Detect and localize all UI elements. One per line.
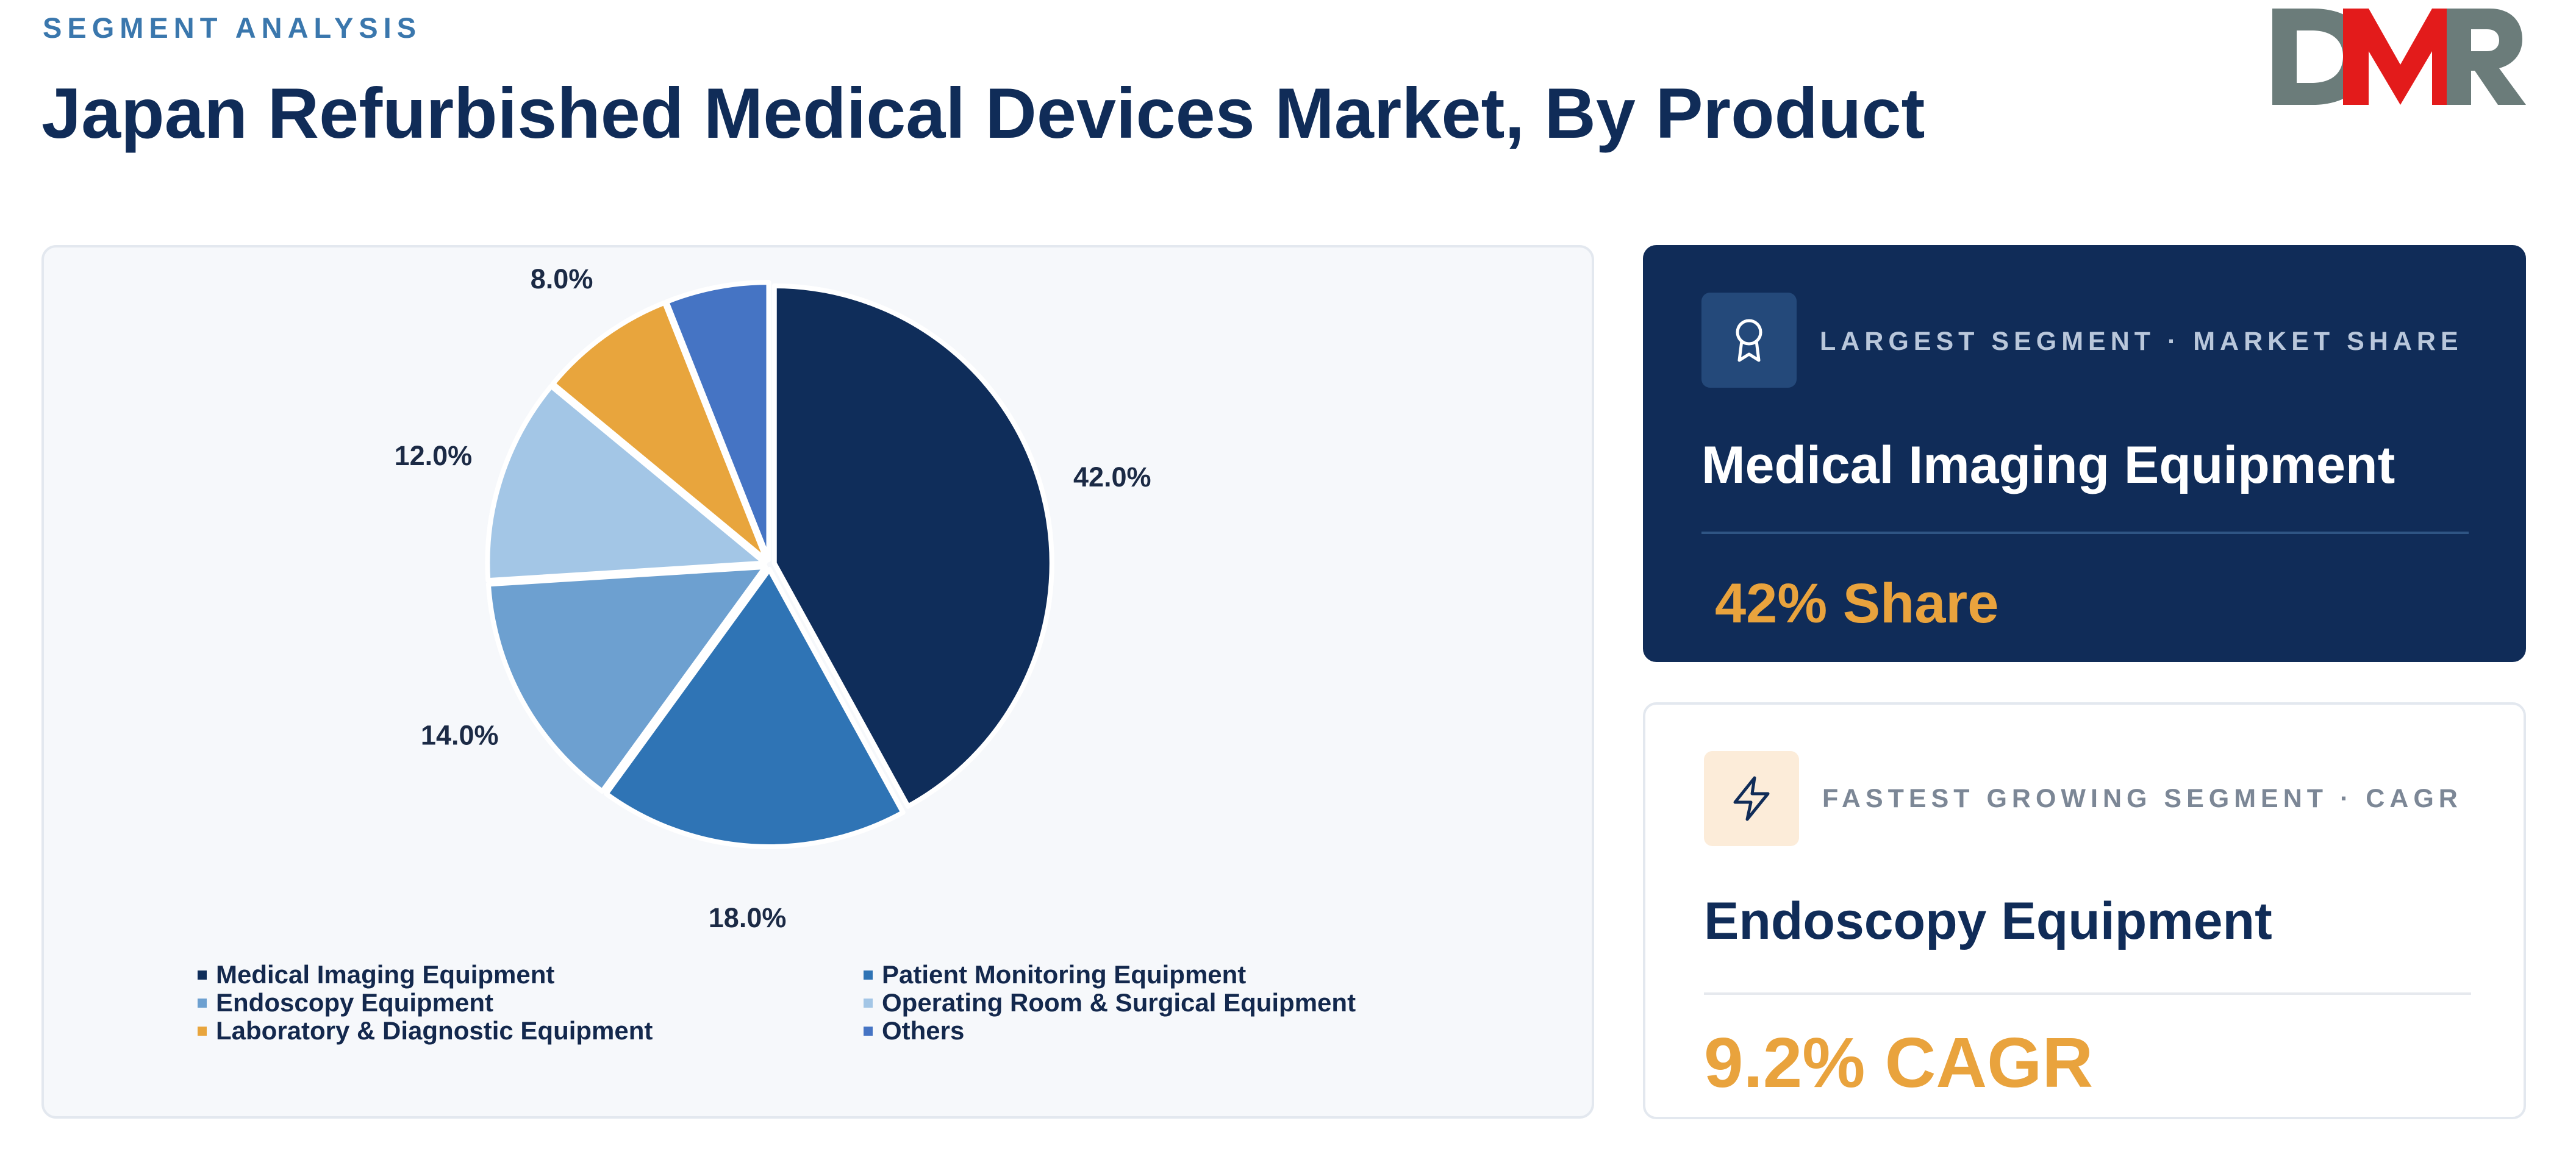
legend-item: Others — [864, 1016, 1473, 1045]
legend-label: Endoscopy Equipment — [216, 988, 494, 1017]
lightning-badge — [1704, 751, 1799, 846]
dmr-logo — [2272, 9, 2526, 105]
card-divider — [1704, 992, 2471, 995]
pie-slice-3 — [485, 383, 768, 583]
largest-segment-card: LARGEST SEGMENT · MARKET SHARE Medical I… — [1643, 245, 2526, 662]
pie-label-2: 14.0% — [421, 719, 499, 750]
largest-segment-label: LARGEST SEGMENT · MARKET SHARE — [1820, 327, 2463, 356]
pie-slice-5 — [664, 280, 771, 563]
pie-label-1: 18.0% — [709, 902, 787, 933]
pie-slice-0 — [771, 283, 1054, 809]
largest-segment-name: Medical Imaging Equipment — [1701, 436, 2395, 494]
legend-item: Medical Imaging Equipment — [198, 960, 864, 989]
largest-segment-value: 42% Share — [1715, 572, 1999, 635]
fastest-segment-label: FASTEST GROWING SEGMENT · CAGR — [1822, 784, 2463, 813]
legend-swatch — [198, 998, 207, 1008]
pie-slice-4 — [550, 300, 770, 563]
chart-legend: Medical Imaging Equipment Patient Monitor… — [198, 960, 1478, 1045]
pie-label-4: 8.0% — [531, 263, 593, 294]
section-eyebrow: SEGMENT ANALYSIS — [43, 12, 422, 44]
legend-swatch — [864, 970, 873, 980]
chart-panel: 42.0%18.0%14.0%12.0%8.0%6.0% Medical Ima… — [41, 245, 1594, 1119]
pie-label-0: 42.0% — [1073, 461, 1151, 493]
legend-item: Operating Room & Surgical Equipment — [864, 988, 1473, 1017]
pie-chart: 42.0%18.0%14.0%12.0%8.0%6.0% — [395, 263, 1151, 933]
fastest-segment-name: Endoscopy Equipment — [1704, 892, 2272, 950]
legend-label: Operating Room & Surgical Equipment — [882, 988, 1356, 1017]
legend-label: Laboratory & Diagnostic Equipment — [216, 1016, 653, 1045]
legend-label: Patient Monitoring Equipment — [882, 960, 1247, 989]
pie-slice-1 — [604, 566, 906, 849]
legend-label: Medical Imaging Equipment — [216, 960, 555, 989]
lightning-icon — [1733, 776, 1770, 821]
legend-label: Others — [882, 1016, 965, 1045]
legend-swatch — [864, 998, 873, 1008]
legend-swatch — [198, 970, 207, 980]
card-divider — [1701, 532, 2469, 534]
pie-label-3: 12.0% — [395, 440, 473, 471]
award-icon — [1736, 319, 1762, 362]
fastest-segment-card: FASTEST GROWING SEGMENT · CAGR Endoscopy… — [1643, 702, 2526, 1119]
award-badge — [1701, 293, 1797, 388]
legend-item: Endoscopy Equipment — [198, 988, 864, 1017]
legend-swatch — [864, 1026, 873, 1036]
legend-item: Patient Monitoring Equipment — [864, 960, 1473, 989]
legend-item: Laboratory & Diagnostic Equipment — [198, 1016, 864, 1045]
legend-swatch — [198, 1026, 207, 1036]
page-title: Japan Refurbished Medical Devices Market… — [41, 73, 1925, 153]
pie-slice-2 — [485, 564, 768, 794]
fastest-segment-value: 9.2% CAGR — [1704, 1023, 2094, 1102]
